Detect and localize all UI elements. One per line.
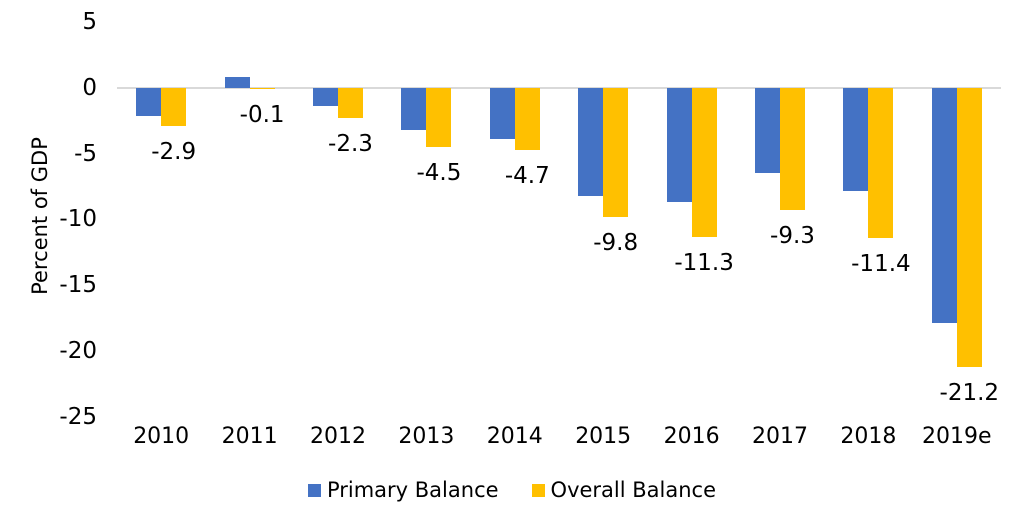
legend-item-overall-balance: Overall Balance	[531, 478, 717, 502]
bar-overall-balance-2016	[691, 88, 717, 237]
x-axis-label-2016: 2016	[663, 424, 720, 449]
bar-overall-balance-2011	[249, 88, 275, 90]
bar-primary-balance-2010	[136, 88, 162, 116]
x-axis-label-2015: 2015	[575, 424, 632, 449]
data-label-2014: -4.7	[504, 162, 550, 189]
bar-overall-balance-2018	[868, 88, 894, 238]
y-tick-label: -20	[59, 337, 97, 364]
legend-swatch-overall-balance	[531, 483, 545, 497]
y-tick-label: -5	[74, 140, 97, 167]
y-tick-label: -10	[59, 206, 97, 233]
y-tick-label: -25	[59, 403, 97, 430]
bar-primary-balance-2018	[843, 88, 869, 191]
bar-overall-balance-2017	[780, 88, 805, 211]
x-axis-label-2012: 2012	[310, 424, 366, 449]
legend-item-primary-balance: Primary Balance	[307, 478, 499, 502]
data-label-2010: -2.9	[151, 139, 197, 166]
bar-overall-balance-2014	[514, 88, 540, 150]
bar-primary-balance-2011	[224, 77, 250, 88]
bar-overall-balance-2013	[426, 88, 452, 148]
zero-gridline	[117, 87, 1001, 89]
bar-primary-balance-2015	[578, 88, 604, 196]
legend-swatch-primary-balance	[307, 483, 321, 497]
bar-primary-balance-2012	[313, 88, 338, 107]
data-label-2011: -0.1	[239, 102, 285, 129]
x-axis-label-2013: 2013	[398, 424, 455, 449]
legend: Primary Balance Overall Balance	[0, 475, 1024, 505]
bar-primary-balance-2016	[666, 88, 692, 203]
data-label-2017: -9.3	[770, 223, 815, 250]
x-axis-label-2018: 2018	[840, 424, 897, 449]
data-label-2012: -2.3	[328, 131, 373, 158]
x-axis-label-2011: 2011	[221, 424, 278, 449]
bar-primary-balance-2017	[755, 88, 780, 174]
y-tick-label: 5	[82, 9, 97, 36]
x-axis-label-2014: 2014	[486, 424, 543, 449]
bar-primary-balance-2019e	[931, 88, 957, 324]
data-label-2016: -11.3	[674, 249, 734, 276]
data-label-2018: -11.4	[851, 250, 911, 277]
bar-primary-balance-2013	[401, 88, 427, 131]
bar-overall-balance-2019e	[956, 88, 982, 367]
data-label-2015: -9.8	[593, 229, 639, 256]
x-axis-label-2010: 2010	[133, 424, 190, 449]
bar-overall-balance-2015	[603, 88, 629, 217]
bar-overall-balance-2010	[161, 88, 187, 127]
y-tick-label: -15	[59, 272, 97, 299]
y-tick-label: 0	[82, 75, 97, 101]
bar-primary-balance-2014	[489, 88, 515, 140]
bar-overall-balance-2012	[338, 88, 363, 119]
legend-label-overall-balance: Overall Balance	[550, 478, 717, 502]
x-axis-label-2017: 2017	[752, 424, 808, 449]
data-label-2013: -4.5	[416, 160, 462, 187]
x-axis-label-2019e: 2019e	[922, 424, 992, 449]
legend-label-primary-balance: Primary Balance	[326, 478, 499, 502]
data-label-2019e: -21.2	[939, 379, 1000, 406]
